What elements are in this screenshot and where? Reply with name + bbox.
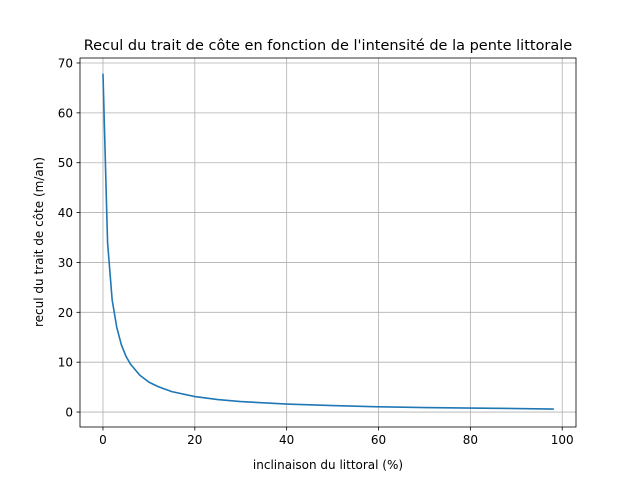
y-tick-label: 20 — [58, 306, 73, 320]
x-tick-label: 20 — [187, 433, 202, 447]
y-axis-label: recul du trait de côte (m/an) — [32, 157, 46, 327]
x-axis: 0 20 40 60 80 100 — [99, 427, 574, 447]
y-tick-label: 0 — [65, 406, 73, 420]
y-tick-label: 10 — [58, 356, 73, 370]
grid — [80, 58, 576, 427]
plot-frame — [79, 57, 577, 428]
x-tick-label: 80 — [463, 433, 478, 447]
series-layer — [102, 73, 554, 410]
y-tick-label: 60 — [58, 106, 73, 120]
x-tick-label: 40 — [279, 433, 294, 447]
x-tick-label: 100 — [551, 433, 574, 447]
y-tick-label: 50 — [58, 156, 73, 170]
chart-title: Recul du trait de côte en fonction de l'… — [84, 38, 573, 54]
y-tick-label: 70 — [58, 56, 73, 70]
y-tick-label: 40 — [58, 206, 73, 220]
series-line — [102, 73, 554, 410]
y-axis: 0 10 20 30 40 50 60 70 — [58, 56, 80, 420]
y-tick-label: 30 — [58, 256, 73, 270]
x-tick-label: 60 — [371, 433, 386, 447]
x-axis-label: inclinaison du littoral (%) — [253, 458, 403, 472]
x-tick-label: 0 — [99, 433, 107, 447]
